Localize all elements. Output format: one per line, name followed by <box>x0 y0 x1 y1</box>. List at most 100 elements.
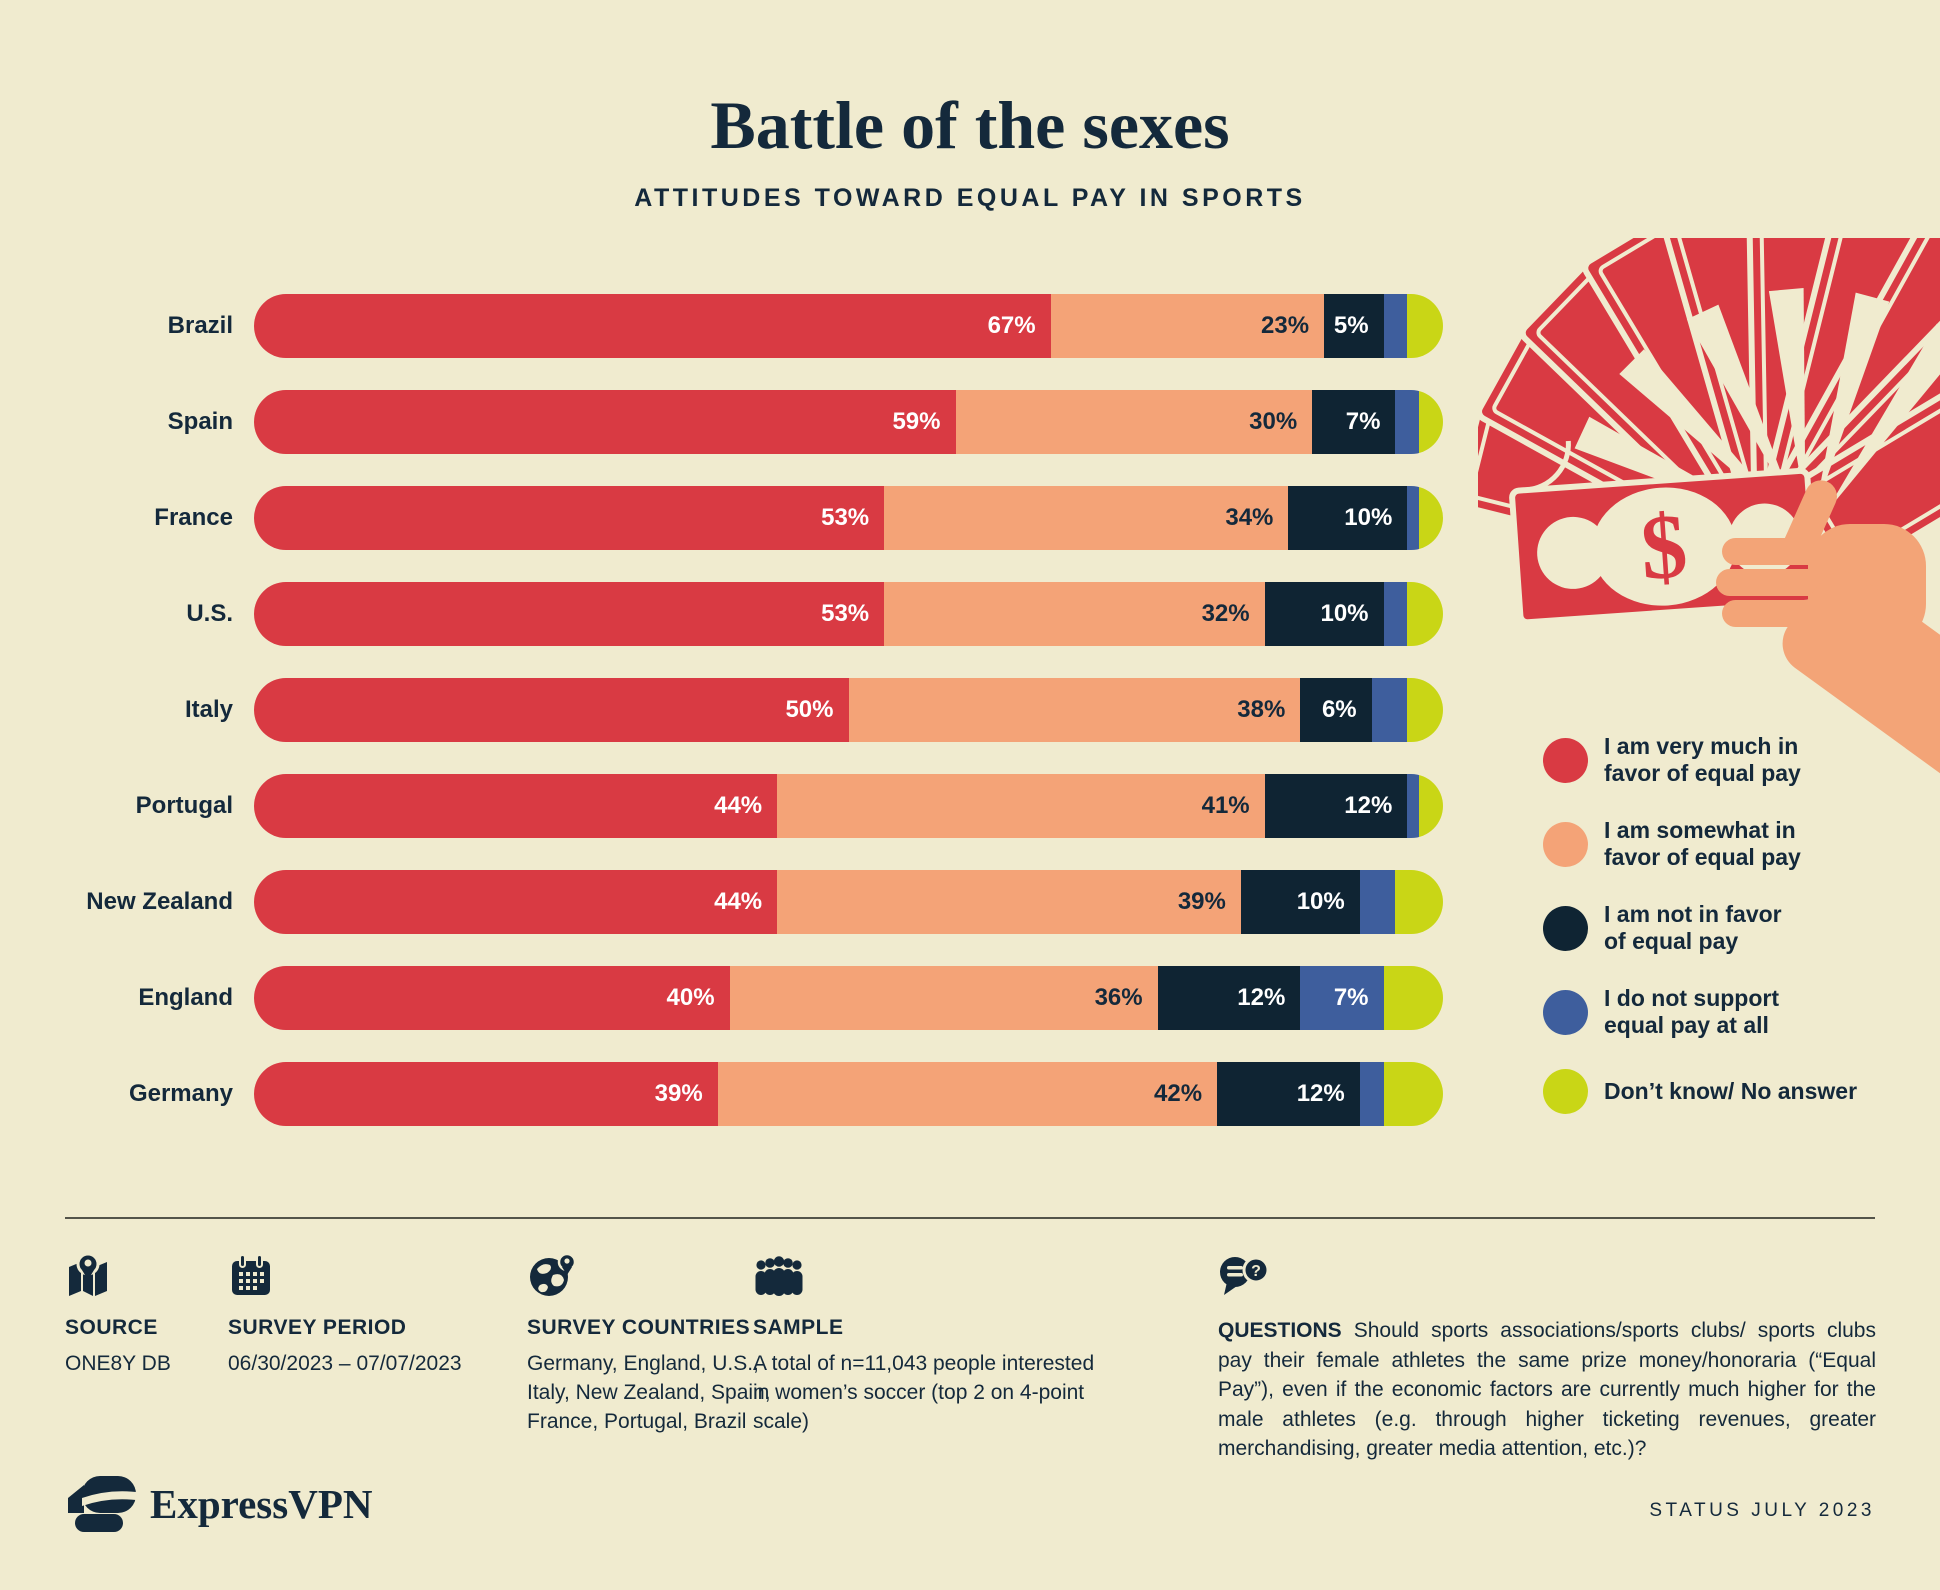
page-title: Battle of the sexes <box>710 87 1230 163</box>
stacked-bar: 50% 38% 6% <box>254 678 1443 742</box>
footer-divider <box>65 1217 1875 1219</box>
bar-segment: 23% <box>1050 294 1325 358</box>
sample-heading: SAMPLE <box>753 1316 844 1339</box>
chart-row: Italy 50% 38% 6% <box>65 678 1443 742</box>
bar-segment: 53% <box>254 486 885 550</box>
country-label: Brazil <box>167 312 233 339</box>
legend-label: Don’t know/ No answer <box>1604 1078 1858 1104</box>
segment-value-label: 53% <box>821 600 870 627</box>
bar-segment: 67% <box>254 294 1051 358</box>
bar-segment <box>1407 294 1443 358</box>
segment-value-label: 7% <box>1345 408 1381 435</box>
survey-countries-heading: SURVEY COUNTRIES <box>527 1316 751 1339</box>
legend-label: I am somewhat in favor of equal pay <box>1604 817 1801 870</box>
chart-row: Spain 59% 30% 7% <box>65 390 1443 454</box>
segment-value-label: 5% <box>1333 312 1369 339</box>
segment-value-label: 38% <box>1237 696 1286 723</box>
segment-value-label: 39% <box>1177 888 1226 915</box>
legend-swatch <box>1543 821 1588 867</box>
chart-legend: I am very much in favor of equal pay I am… <box>1543 733 1857 1144</box>
chart-row: Germany 39% 42% 12% <box>65 1062 1443 1126</box>
chart-row: France 53% 34% 10% <box>65 486 1443 550</box>
country-label: Portugal <box>135 792 233 819</box>
legend-item: I do not support equal pay at all <box>1543 985 1857 1039</box>
segment-value-label: 7% <box>1333 984 1369 1011</box>
svg-text:?: ? <box>1251 1263 1261 1280</box>
bar-segment: 38% <box>848 678 1301 742</box>
stacked-bar: 44% 39% 10% <box>254 870 1443 934</box>
chart-row: New Zealand 44% 39% 10% <box>65 870 1443 934</box>
segment-value-label: 50% <box>785 696 834 723</box>
legend-item: I am not in favor of equal pay <box>1543 901 1857 955</box>
bar-segment <box>1371 678 1408 742</box>
stacked-bar: 59% 30% 7% <box>254 390 1443 454</box>
legend-swatch <box>1543 989 1588 1035</box>
source-heading: SOURCE <box>65 1316 158 1339</box>
segment-value-label: 10% <box>1344 504 1393 531</box>
bar-segment <box>1383 966 1443 1030</box>
legend-label: I am very much in favor of equal pay <box>1604 733 1801 786</box>
page-subtitle: ATTITUDES TOWARD EQUAL PAY IN SPORTS <box>634 184 1306 212</box>
bar-segment: 12% <box>1217 1062 1360 1126</box>
segment-value-label: 30% <box>1249 408 1298 435</box>
bar-segment: 40% <box>254 966 730 1030</box>
sample-value: A total of n=11,043 people interested in… <box>753 1352 1095 1433</box>
survey-period-value: 06/30/2023 – 07/07/2023 <box>228 1352 462 1375</box>
bar-segment <box>1395 390 1420 454</box>
segment-value-label: 41% <box>1201 792 1250 819</box>
bar-segment <box>1407 678 1443 742</box>
expressvpn-logo: ExpressVPN <box>68 1476 372 1532</box>
segment-value-label: 44% <box>714 792 763 819</box>
bar-segment: 53% <box>254 582 885 646</box>
bar-segment: 36% <box>729 966 1158 1030</box>
bar-segment: 10% <box>1264 582 1384 646</box>
legend-items: I am very much in favor of equal pay I am… <box>1543 733 1857 1114</box>
segment-value-label: 32% <box>1201 600 1250 627</box>
legend-item: I am very much in favor of equal pay <box>1543 733 1857 787</box>
country-label: New Zealand <box>86 888 233 915</box>
legend-swatch <box>1543 905 1588 951</box>
legend-swatch <box>1543 737 1588 783</box>
segment-value-label: 12% <box>1296 1080 1345 1107</box>
bar-segment <box>1407 582 1443 646</box>
source-value: ONE8Y DB <box>65 1352 171 1375</box>
segment-value-label: 12% <box>1237 984 1286 1011</box>
segment-value-label: 44% <box>714 888 763 915</box>
bar-segment <box>1419 774 1443 838</box>
stacked-bar: 44% 41% 12% <box>254 774 1443 838</box>
segment-value-label: 42% <box>1154 1080 1203 1107</box>
questions-heading: QUESTIONS <box>1218 1319 1342 1342</box>
legend-item: Don’t know/ No answer <box>1543 1069 1857 1114</box>
segment-value-label: 40% <box>666 984 715 1011</box>
footer-questions: ? QUESTIONS Should sports associations/s… <box>1218 1253 1876 1464</box>
bar-segment <box>1383 294 1408 358</box>
country-label: Spain <box>167 408 233 435</box>
chart-row: Portugal 44% 41% 12% <box>65 774 1443 838</box>
footer-source: SOURCE ONE8Y DB <box>65 1252 225 1378</box>
segment-value-label: 39% <box>654 1080 703 1107</box>
bar-segment: 30% <box>955 390 1313 454</box>
bar-segment: 10% <box>1288 486 1408 550</box>
bar-segment: 39% <box>254 1062 718 1126</box>
segment-value-label: 23% <box>1261 312 1310 339</box>
footer-sample: SAMPLE A total of n=11,043 people intere… <box>753 1253 1113 1436</box>
chart-row: Brazil 67% 23% 5% <box>65 294 1443 358</box>
bar-segment: 50% <box>254 678 849 742</box>
bar-segment: 44% <box>254 870 778 934</box>
segment-value-label: 12% <box>1344 792 1393 819</box>
bar-segment: 34% <box>884 486 1289 550</box>
segment-value-label: 34% <box>1225 504 1274 531</box>
bar-segment <box>1407 486 1420 550</box>
chart-row: England 40% 36% 12% 7% <box>65 966 1443 1030</box>
survey-countries-value: Germany, England, U.S., Italy, New Zeala… <box>527 1352 771 1433</box>
bar-segment: 12% <box>1157 966 1301 1030</box>
bar-segment <box>1419 390 1443 454</box>
bar-segment: 12% <box>1264 774 1408 838</box>
bar-segment: 41% <box>777 774 1265 838</box>
legend-item: I am somewhat in favor of equal pay <box>1543 817 1857 871</box>
bar-segment: 42% <box>717 1062 1218 1126</box>
segment-value-label: 53% <box>821 504 870 531</box>
country-label: France <box>154 504 233 531</box>
legend-label: I do not support equal pay at all <box>1604 985 1780 1038</box>
